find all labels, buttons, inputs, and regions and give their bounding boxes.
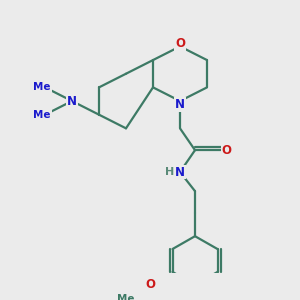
Text: Me: Me (33, 110, 51, 120)
Text: N: N (175, 166, 185, 178)
Text: Me: Me (33, 82, 51, 92)
Text: H: H (165, 167, 174, 177)
Text: O: O (221, 144, 232, 157)
Text: Me: Me (117, 294, 135, 300)
Text: N: N (175, 98, 185, 111)
Text: N: N (67, 94, 77, 107)
Text: O: O (175, 37, 185, 50)
Text: O: O (145, 278, 155, 291)
